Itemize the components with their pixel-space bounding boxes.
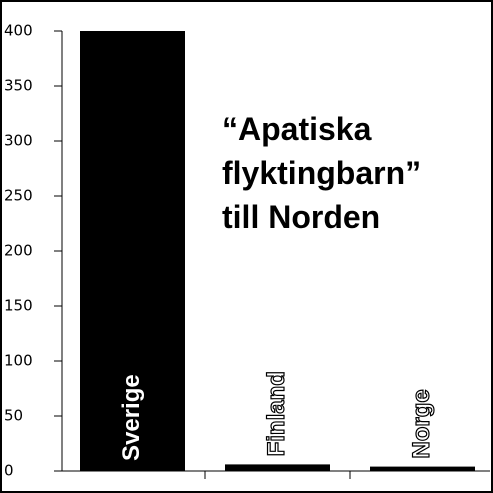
chart-title-line: “Apatiska xyxy=(222,111,372,147)
y-tick-label: 400 xyxy=(4,22,33,40)
bar xyxy=(80,31,185,471)
chart-title-line: flyktingbarn” xyxy=(222,155,421,191)
bar xyxy=(225,464,330,471)
y-tick-label: 100 xyxy=(4,352,33,370)
y-tick-label: 0 xyxy=(4,462,14,480)
y-tick-label: 150 xyxy=(4,297,33,315)
y-tick-label: 300 xyxy=(4,132,33,150)
x-tick-label: Sverige xyxy=(118,374,145,461)
chart-title-line: till Norden xyxy=(222,199,380,235)
x-tick-label: Norge xyxy=(408,389,435,458)
y-tick-label: 350 xyxy=(4,77,33,95)
y-tick-label: 250 xyxy=(4,187,33,205)
chart-title: “Apatiska flyktingbarn” till Norden xyxy=(222,111,421,235)
y-tick-label: 200 xyxy=(4,242,33,260)
x-tick-label: Finland xyxy=(263,371,290,456)
y-tick-label: 50 xyxy=(4,407,23,425)
bar xyxy=(370,466,475,471)
